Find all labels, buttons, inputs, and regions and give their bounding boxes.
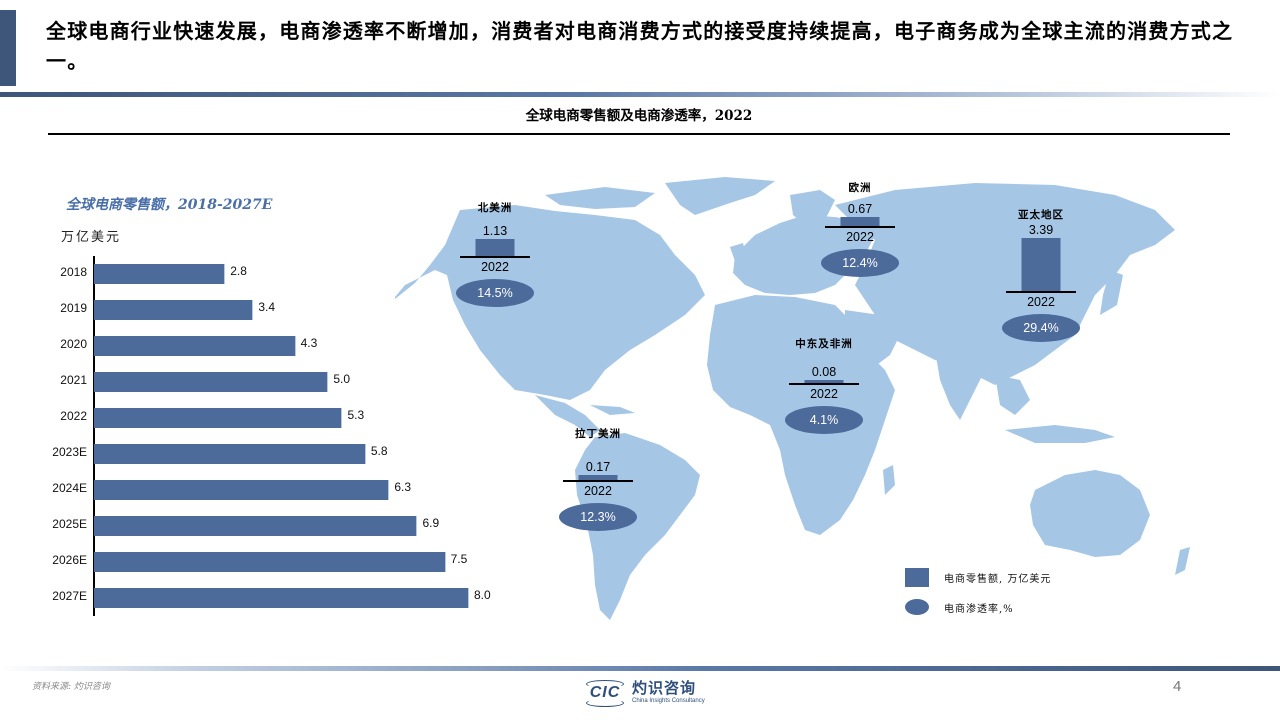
region-name: 中东及非洲 xyxy=(795,338,853,350)
region-middle-east-africa: 中东及非洲 0.08 2022 4.1% xyxy=(769,336,879,434)
bar-row: 2018 2.8 xyxy=(30,256,490,292)
region-year: 2022 xyxy=(584,483,612,498)
bar xyxy=(94,588,469,608)
bar xyxy=(94,480,390,500)
legend-ellipse-icon xyxy=(905,599,929,615)
region-baseline xyxy=(563,480,633,482)
region-penetration-ellipse: 14.5% xyxy=(456,278,534,307)
region-name: 北美洲 xyxy=(477,202,513,214)
region-europe: 欧洲 0.67 2022 12.4% xyxy=(805,180,915,277)
bar-value-label: 6.3 xyxy=(394,480,411,494)
bar-category-label: 2018 xyxy=(60,265,87,279)
bar-row: 2025E 6.9 xyxy=(30,508,490,544)
bar-value-label: 5.3 xyxy=(347,408,365,422)
bar xyxy=(94,300,254,320)
region-baseline xyxy=(460,256,530,258)
bar-category-label: 2025E xyxy=(52,517,87,531)
bar-category-label: 2026E xyxy=(52,553,87,567)
region-asia-pacific: 亚太地区 3.39 2022 29.4% xyxy=(986,207,1096,342)
region-penetration-ellipse: 4.1% xyxy=(785,405,863,434)
region-sales-value: 0.17 xyxy=(585,460,611,474)
bar-value-label: 5.8 xyxy=(370,444,388,458)
region-baseline xyxy=(789,383,859,385)
bar-category-label: 2027E xyxy=(52,589,87,603)
region-name: 欧洲 xyxy=(848,182,872,194)
bar-value-label: 8.0 xyxy=(474,588,491,602)
region-baseline xyxy=(825,226,895,228)
bar-category-label: 2020 xyxy=(60,337,87,351)
bar xyxy=(94,552,446,572)
source-note: 资料来源: 灼识咨询 xyxy=(32,682,110,692)
cic-logo-icon: CIC xyxy=(584,679,626,707)
bar-row: 2019 3.4 xyxy=(30,292,490,328)
region-penetration-ellipse: 29.4% xyxy=(1002,313,1080,342)
header-divider xyxy=(0,92,1280,97)
map-legend: 电商零售额, 万亿美元 电商渗透率,% xyxy=(905,566,1051,626)
bar-row: 2022 5.3 xyxy=(30,400,490,436)
bar xyxy=(94,264,226,284)
world-map: 北美洲 1.13 2022 14.5% 欧洲 0.67 2022 12.4% 亚… xyxy=(390,175,1215,630)
region-sales-bar xyxy=(804,380,844,383)
bar-row: 2020 4.3 xyxy=(30,328,490,364)
region-penetration-ellipse: 12.3% xyxy=(559,502,637,531)
bar-category-label: 2024E xyxy=(52,481,87,495)
region-name: 亚太地区 xyxy=(1018,209,1064,221)
title-accent-bar xyxy=(0,10,16,86)
region-sales-value: 3.39 xyxy=(1028,223,1054,237)
region-year: 2022 xyxy=(810,386,838,401)
region-north-america: 北美洲 1.13 2022 14.5% xyxy=(440,200,550,307)
logo-english-name: China Insights Consultancy xyxy=(632,698,705,704)
bar xyxy=(94,408,343,428)
chart-subtitle: 全球电商零售额及电商渗透率，2022 xyxy=(525,108,753,124)
legend-label: 电商零售额, 万亿美元 xyxy=(944,573,1052,585)
region-sales-value: 1.13 xyxy=(482,224,508,238)
bar-chart-title: 全球电商零售额，2018-2027E xyxy=(66,197,273,213)
region-year: 2022 xyxy=(1027,294,1055,309)
page-number: 4 xyxy=(1173,678,1182,695)
region-year: 2022 xyxy=(846,229,874,244)
bar-chart-unit: 万亿美元 xyxy=(61,230,122,245)
bar-row: 2026E 7.5 xyxy=(30,544,490,580)
bar-value-label: 5.0 xyxy=(333,372,351,386)
bar-value-label: 4.3 xyxy=(300,336,318,350)
bar-category-label: 2021 xyxy=(60,373,87,387)
bar-category-label: 2019 xyxy=(60,301,87,315)
bar-value-label: 7.5 xyxy=(450,552,468,566)
bar-row: 2021 5.0 xyxy=(30,364,490,400)
bar xyxy=(94,516,418,536)
region-latin-america: 拉丁美洲 0.17 2022 12.3% xyxy=(543,426,653,531)
page-headline: 全球电商行业快速发展，电商渗透率不断增加，消费者对电商消费方式的接受度持续提高，… xyxy=(46,19,1234,73)
bar-value-label: 3.4 xyxy=(258,300,276,314)
bar-row: 2027E 8.0 xyxy=(30,580,491,616)
bar-value-label: 6.9 xyxy=(422,516,440,530)
region-sales-bar xyxy=(475,239,515,256)
bar-category-label: 2023E xyxy=(52,445,87,459)
bar xyxy=(94,336,296,356)
region-sales-bar xyxy=(578,475,618,480)
region-year: 2022 xyxy=(481,259,509,274)
company-logo: CIC 灼识咨询 China Insights Consultancy xyxy=(584,679,705,707)
bar-value-label: 2.8 xyxy=(230,264,247,278)
bar xyxy=(94,372,329,392)
legend-item-penetration: 电商渗透率,% xyxy=(905,596,1051,618)
bar xyxy=(94,444,366,464)
bar-row: 2023E 5.8 xyxy=(30,436,490,472)
region-sales-value: 0.67 xyxy=(847,202,873,216)
logo-chinese-name: 灼识咨询 xyxy=(632,680,697,697)
bar-category-label: 2022 xyxy=(60,409,87,423)
region-sales-bar xyxy=(840,217,880,226)
subtitle-divider xyxy=(48,133,1230,135)
legend-item-sales: 电商零售额, 万亿美元 xyxy=(905,566,1051,588)
legend-label: 电商渗透率,% xyxy=(944,603,1014,615)
region-name: 拉丁美洲 xyxy=(575,428,621,440)
legend-square-icon xyxy=(905,567,929,587)
region-sales-bar xyxy=(1021,238,1061,291)
bar-chart-axis xyxy=(93,256,95,616)
footer-divider xyxy=(0,666,1280,671)
region-penetration-ellipse: 12.4% xyxy=(821,248,899,277)
region-baseline xyxy=(1006,291,1076,293)
region-sales-value: 0.08 xyxy=(811,365,837,379)
bar-row: 2024E 6.3 xyxy=(30,472,490,508)
